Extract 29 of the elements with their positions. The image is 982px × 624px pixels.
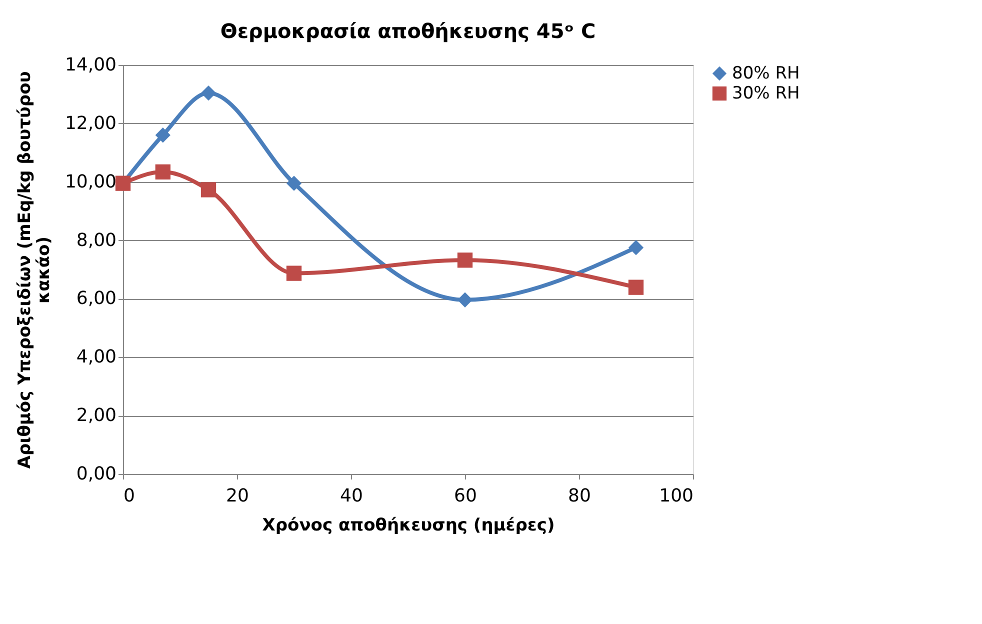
x-tick-label: 80 xyxy=(568,486,591,506)
y-tick-label: 10,00 xyxy=(64,171,116,192)
y-tick-label: 8,00 xyxy=(76,230,116,251)
legend-label: 30% RH xyxy=(732,84,800,104)
point xyxy=(286,176,302,191)
y-tick-label: 6,00 xyxy=(76,288,116,310)
x-tick-label: 100 xyxy=(659,486,694,506)
point xyxy=(457,292,473,308)
point xyxy=(200,182,216,198)
x-axis-title: Χρόνος αποθήκευσης (ημέρες) xyxy=(262,516,555,536)
point xyxy=(200,85,216,101)
x-tick-label: 0 xyxy=(124,486,135,506)
point xyxy=(286,266,302,281)
x-tick-label: 60 xyxy=(454,486,477,506)
point xyxy=(457,252,473,268)
chart-title: Θερμοκρασία αποθήκευσης 45ᵒ C xyxy=(220,19,596,43)
y-tick-label: 12,00 xyxy=(64,112,116,134)
point xyxy=(628,280,644,295)
y-tick-label: 2,00 xyxy=(76,405,116,426)
point xyxy=(628,240,644,256)
x-tick-label: 20 xyxy=(226,486,249,506)
y-tick-label: 14,00 xyxy=(64,54,116,76)
legend-label: 80% RH xyxy=(732,64,800,84)
point xyxy=(155,164,170,180)
y-tick-label: 4,00 xyxy=(76,346,116,368)
point xyxy=(155,128,170,143)
x-tick-label: 40 xyxy=(340,486,363,506)
y-axis-title: Αριθμός Υπεροξειδίων (mEq/kg βουτύρου κακάο) xyxy=(14,71,54,469)
y-tick-label: 0,00 xyxy=(76,464,116,484)
